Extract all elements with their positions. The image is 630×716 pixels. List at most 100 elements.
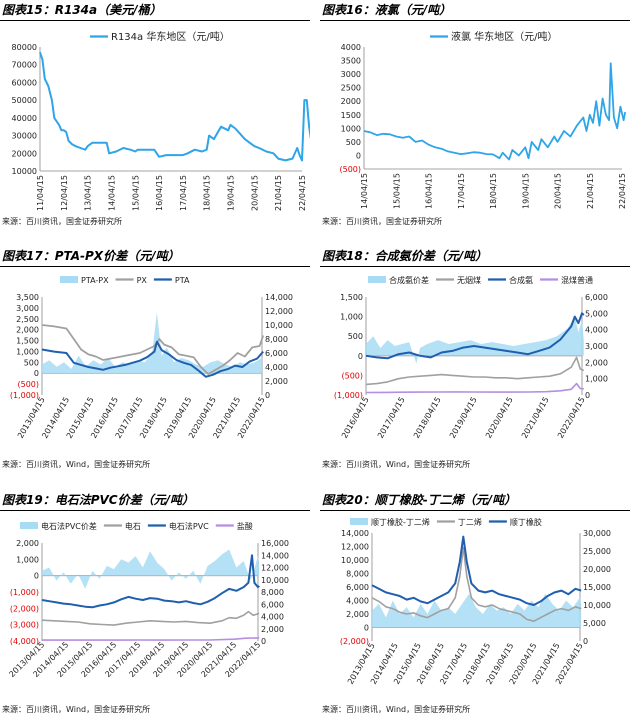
y-tick-right: 12,000 bbox=[261, 564, 289, 573]
series-line bbox=[371, 535, 582, 606]
x-tick-label: 13/04/15 bbox=[84, 175, 93, 211]
legend-label: 合成氨价差 bbox=[389, 275, 429, 285]
y-tick-left: 1,500 bbox=[340, 293, 363, 302]
y-tick-left: 1,000 bbox=[340, 313, 363, 322]
y-tick-left: (3,000) bbox=[10, 621, 39, 630]
chart-title: 图表17：PTA-PX价差（元/吨） bbox=[0, 246, 310, 267]
legend-swatch bbox=[350, 518, 368, 525]
chart-title: 图表19：电石法PVC价差（元/吨） bbox=[0, 490, 310, 511]
chart-panel-ammonia: 图表18：合成氨价差（元/吨） (1,000) (500) 0 500 1,000 1,5… bbox=[320, 246, 630, 469]
y-tick-left: (500) bbox=[17, 380, 39, 389]
y-tick-left: 30000 bbox=[12, 132, 37, 141]
x-tick-label: 2018/04/15 bbox=[412, 396, 443, 440]
y-tick-left: 80000 bbox=[12, 43, 37, 52]
y-tick-left: 3000 bbox=[341, 70, 361, 79]
y-tick-right: 8,000 bbox=[265, 335, 288, 344]
legend-label: 液氯 华东地区（元/吨） bbox=[451, 30, 558, 43]
y-tick-left: 1000 bbox=[341, 124, 361, 133]
y-tick-left: 12,000 bbox=[341, 543, 369, 552]
y-tick-left: 0 bbox=[34, 572, 39, 581]
y-tick-right: 0 bbox=[265, 391, 270, 400]
y-tick-right: 2,000 bbox=[261, 625, 284, 634]
y-tick-right: 5,000 bbox=[583, 619, 606, 628]
chart-source: 来源：百川资讯，Wind，国金证券研究所 bbox=[2, 460, 151, 469]
y-tick-left: 14,000 bbox=[341, 529, 369, 538]
chart-panel-liquid-chlorine: 图表16：液氯（元/吨） (500) 0 500 1000 1500 2000 2500 30… bbox=[320, 0, 630, 226]
x-tick-label: 16/04/15 bbox=[425, 173, 434, 209]
x-tick-label: 11/04/15 bbox=[36, 175, 45, 211]
series-line bbox=[41, 324, 265, 375]
y-tick-left: 60000 bbox=[12, 78, 37, 87]
legend-label: 顺丁橡胶 bbox=[510, 517, 542, 527]
x-tick-label: 14/04/15 bbox=[107, 175, 116, 211]
y-tick-left: 0 bbox=[356, 151, 361, 160]
x-tick-label: 21/04/15 bbox=[586, 173, 595, 209]
y-tick-left: 2,500 bbox=[16, 315, 39, 324]
series-area bbox=[366, 316, 584, 364]
chart-title: 图表20：顺丁橡胶-丁二烯（元/吨） bbox=[320, 490, 630, 511]
y-tick-left: 0 bbox=[34, 369, 39, 378]
legend-swatch bbox=[20, 522, 38, 529]
y-tick-right: 2,000 bbox=[585, 358, 608, 367]
legend-label: PX bbox=[137, 276, 148, 285]
y-tick-left: 4000 bbox=[341, 43, 361, 52]
legend-swatch bbox=[60, 276, 78, 283]
chart-br-butadiene: (2,000) 0 2,000 4,000 6,000 8,000 10,000 12,000… bbox=[340, 517, 611, 686]
y-tick-left: 6,000 bbox=[346, 583, 369, 592]
y-tick-left: 500 bbox=[24, 358, 39, 367]
y-tick-left: 2,000 bbox=[16, 326, 39, 335]
x-tick-label: 16/04/15 bbox=[155, 175, 164, 211]
legend-label: PTA-PX bbox=[81, 276, 109, 285]
y-tick-right: 4,000 bbox=[265, 363, 288, 372]
x-tick-label: 18/04/15 bbox=[203, 175, 212, 211]
y-tick-left: (4,000) bbox=[10, 637, 39, 646]
y-tick-right: 10,000 bbox=[261, 576, 289, 585]
y-tick-right: 4,000 bbox=[585, 326, 608, 335]
y-tick-right: 3,000 bbox=[585, 342, 608, 351]
chart-liquid-chlorine: (500) 0 500 1000 1500 2000 2500 3000 3500 4000 14/… bbox=[339, 30, 627, 209]
legend-label: PTA bbox=[175, 276, 190, 285]
y-tick-left: 500 bbox=[346, 138, 361, 147]
series-line bbox=[41, 554, 260, 609]
y-tick-left: 1,000 bbox=[16, 347, 39, 356]
y-tick-left: 1,500 bbox=[16, 337, 39, 346]
y-tick-left: 0 bbox=[358, 352, 363, 361]
y-tick-left: (2,000) bbox=[10, 604, 39, 613]
y-tick-right: 14,000 bbox=[261, 551, 289, 560]
chart-panel-br-butadiene: 图表20：顺丁橡胶-丁二烯（元/吨） (2,000) 0 2,000 4,000 6,0… bbox=[320, 490, 630, 714]
chart-title: 图表15：R134a（美元/桶） bbox=[0, 0, 310, 21]
y-tick-left: 50000 bbox=[12, 96, 37, 105]
x-tick-label: 2020/04/15 bbox=[484, 396, 515, 440]
chart-source: 来源：百川资讯，国金证券研究所 bbox=[322, 217, 442, 226]
series-line bbox=[365, 356, 585, 386]
chart-r134a: 10000 20000 30000 40000 50000 60000 70000 80000… bbox=[12, 30, 310, 211]
y-tick-left: 70000 bbox=[12, 61, 37, 70]
chart-title: 图表18：合成氨价差（元/吨） bbox=[320, 246, 630, 267]
y-tick-left: 0 bbox=[364, 624, 369, 633]
y-tick-left: 20000 bbox=[12, 149, 37, 158]
chart-source: 来源：百川资讯，Wind，国金证券研究所 bbox=[2, 705, 151, 714]
chart-pvc: (4,000) (3,000) (2,000) (1,000) 0 1,000 2,000 0… bbox=[7, 521, 289, 679]
series-line bbox=[41, 340, 264, 378]
series-line bbox=[363, 62, 627, 161]
x-tick-label: 20/04/15 bbox=[250, 175, 259, 211]
legend-label: 丁二烯 bbox=[458, 517, 482, 527]
y-tick-right: 4,000 bbox=[261, 613, 284, 622]
series-area bbox=[42, 549, 260, 589]
y-tick-right: 25,000 bbox=[583, 547, 611, 556]
y-tick-right: 14,000 bbox=[265, 293, 293, 302]
legend-label: 盐酸 bbox=[237, 521, 253, 531]
series-line bbox=[365, 312, 585, 360]
y-tick-right: 6,000 bbox=[585, 293, 608, 302]
chart-panel-pta-px: 图表17：PTA-PX价差（元/吨） (1,000) (500) 0 500 1,000… bbox=[0, 246, 310, 469]
legend-label: 电石 bbox=[125, 521, 141, 531]
series-line bbox=[42, 637, 260, 641]
legend-label: 顺丁橡胶-丁二烯 bbox=[371, 517, 430, 527]
legend-label: 混煤普通 bbox=[561, 275, 593, 285]
y-tick-left: 8,000 bbox=[346, 570, 369, 579]
y-tick-left: 500 bbox=[348, 332, 363, 341]
y-tick-right: 0 bbox=[585, 391, 590, 400]
series-line bbox=[365, 382, 584, 394]
chart-panel-pvc: 图表19：电石法PVC价差（元/吨） (4,000) (3,000) (2,000)… bbox=[0, 490, 310, 714]
y-tick-right: 10,000 bbox=[265, 321, 293, 330]
